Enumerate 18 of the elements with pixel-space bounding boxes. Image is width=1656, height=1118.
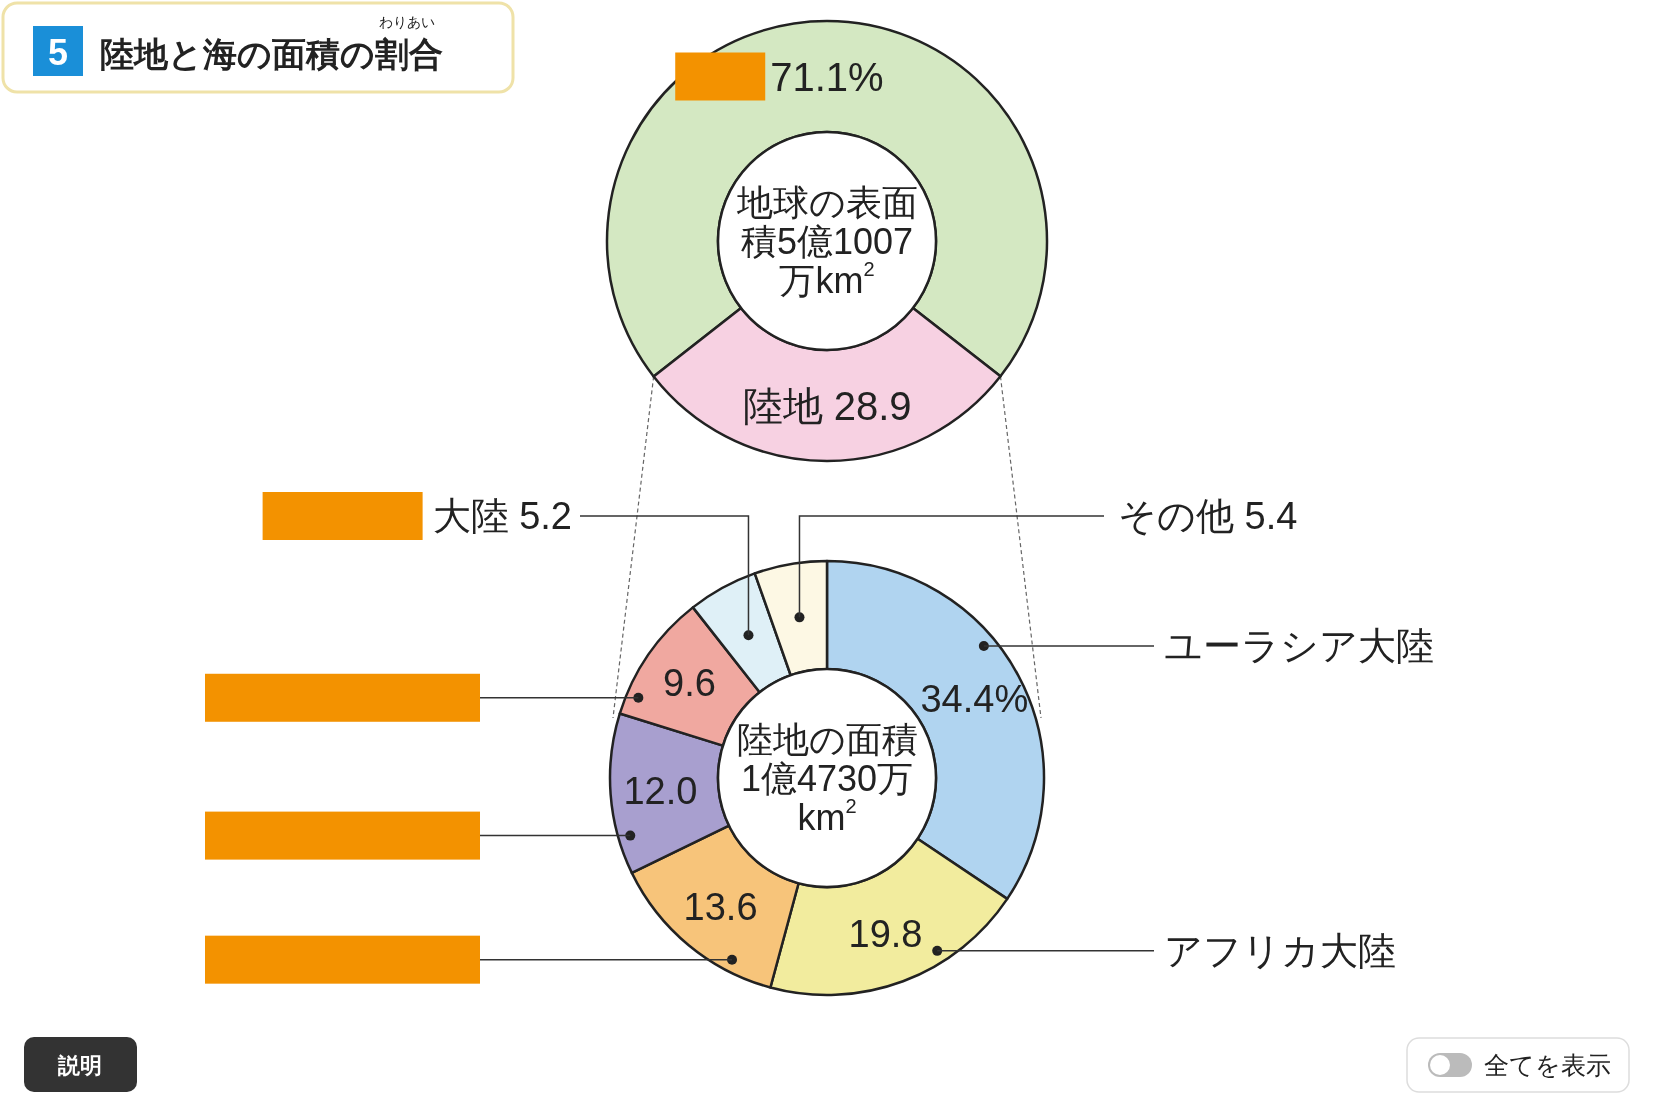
slice-label: その他 5.4: [1118, 495, 1298, 537]
data-label: 34.4%: [920, 678, 1029, 721]
data-label: 9.6: [663, 662, 716, 705]
text: 全てを表示: [1484, 1051, 1611, 1079]
slice-label: アフリカ大陸: [1164, 929, 1396, 972]
data-label: 12.0: [623, 769, 698, 812]
slice-label: 陸地 28.9: [742, 383, 912, 428]
slice-label: 大陸 5.2: [432, 495, 572, 537]
text: わりあい: [379, 14, 435, 30]
data-label: 71.1%: [770, 54, 884, 99]
text: 5: [47, 31, 69, 73]
data-label: 19.8: [848, 913, 923, 956]
text: 地球の表面積5億1007万km$^{2}$: [735, 181, 918, 301]
data-label: 13.6: [683, 885, 758, 928]
slice-label: ユーラシア大陸: [1164, 625, 1434, 668]
text: 陸地の面積1億4730万km$^{2}$: [736, 718, 918, 838]
text: 陸地と海の面積の割合: [100, 35, 443, 73]
text: 説明: [57, 1052, 102, 1078]
